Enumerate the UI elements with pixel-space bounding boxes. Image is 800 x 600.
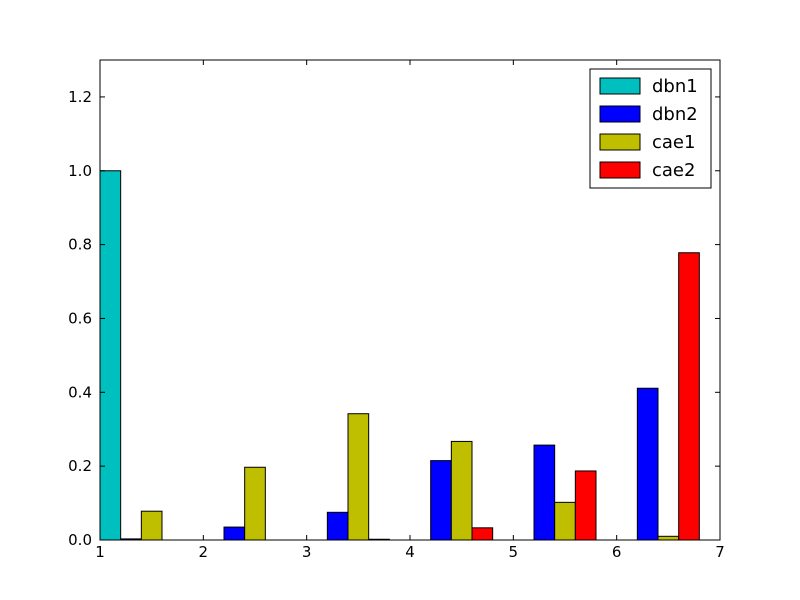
legend-swatch-dbn1 (599, 77, 641, 95)
bar-dbn2-5 (533, 444, 556, 541)
y-tick-label: 0.2 (68, 457, 92, 475)
legend-label-dbn1: dbn1 (652, 76, 698, 97)
bar-cae2-4 (471, 527, 494, 541)
legend-swatch-cae1 (599, 133, 641, 151)
bar-dbn2-2 (223, 526, 246, 541)
bar-dbn2-6 (636, 387, 659, 541)
legend: dbn1 dbn2 cae1 cae2 (589, 68, 712, 189)
y-tick-label: 1.2 (68, 88, 92, 106)
x-tick-label: 1 (95, 543, 105, 561)
y-tick-label: 0.4 (68, 383, 92, 401)
y-tick-label: 1.0 (68, 162, 92, 180)
bar-cae1-5 (554, 501, 576, 541)
bar-cae1-2 (244, 466, 266, 541)
bar-cae1-3 (347, 413, 370, 541)
bar-dbn1-1 (99, 170, 122, 541)
x-tick-label: 7 (715, 543, 725, 561)
bar-dbn2-4 (430, 460, 452, 541)
x-tick-label: 2 (199, 543, 209, 561)
bar-cae1-4 (450, 440, 473, 541)
y-tick-label: 0.8 (68, 236, 92, 254)
x-tick-label: 6 (612, 543, 622, 561)
legend-swatch-dbn2 (599, 105, 641, 123)
x-tick-label: 5 (509, 543, 519, 561)
x-tick-label: 3 (302, 543, 312, 561)
x-tick-label: 4 (405, 543, 415, 561)
axes-group: 1 2 3 4 5 6 7 0.0 0.2 0.4 0.6 0.8 1.0 1.2 (68, 59, 725, 561)
legend-swatch-cae2 (599, 161, 641, 179)
legend-label-cae2: cae2 (652, 160, 695, 181)
bar-cae2-6 (678, 252, 700, 541)
bar-dbn2-3 (326, 511, 349, 541)
legend-label-dbn2: dbn2 (652, 104, 698, 125)
bar-cae2-5 (574, 470, 597, 541)
y-tick-label: 0.6 (68, 309, 92, 327)
bar-cae1-1 (140, 510, 163, 541)
bar-cae1-6 (657, 535, 680, 541)
legend-label-cae1: cae1 (652, 132, 695, 153)
y-tick-label: 0.0 (68, 531, 92, 549)
bars-group (99, 170, 700, 541)
